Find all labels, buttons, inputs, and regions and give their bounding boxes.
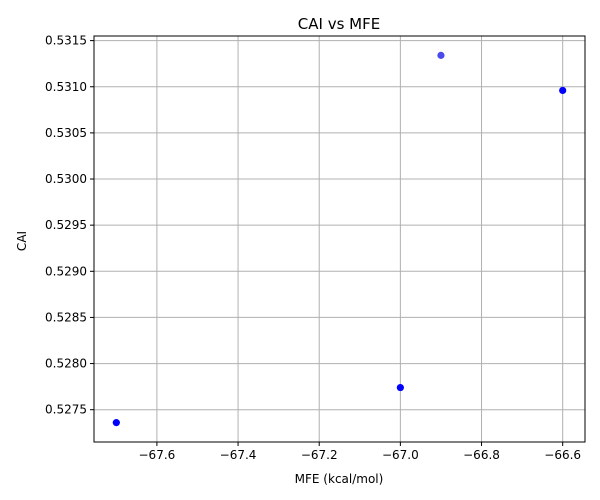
y-axis-ticks: 0.5275 0.5280 0.5285 0.5290 0.5295 0.5300 0.53… (45, 34, 94, 417)
data-point (559, 86, 567, 95)
x-axis-label: MFE (kcal/mol) (295, 472, 384, 486)
data-point (437, 51, 445, 59)
y-axis-label: CAI (15, 231, 29, 251)
y-tick-label: 0.5295 (45, 218, 87, 232)
y-tick-label: 0.5285 (45, 310, 87, 324)
x-tick-label: −67.4 (220, 448, 257, 462)
x-tick-label: −67.0 (382, 448, 419, 462)
y-tick-label: 0.5280 (45, 357, 87, 371)
x-tick-label: −67.2 (301, 448, 338, 462)
x-tick-label: −67.6 (139, 448, 176, 462)
y-tick-label: 0.5300 (45, 172, 87, 186)
data-point (112, 419, 120, 427)
grid-lines (94, 36, 585, 442)
data-point (396, 383, 404, 392)
plot-frame (93, 35, 586, 443)
x-tick-label: −66.6 (544, 448, 581, 462)
data-points (112, 51, 567, 427)
y-tick-label: 0.5315 (45, 34, 87, 48)
x-tick-label: −66.8 (463, 448, 500, 462)
chart-title: CAI vs MFE (298, 15, 380, 33)
y-tick-label: 0.5290 (45, 264, 87, 278)
y-tick-label: 0.5305 (45, 126, 87, 140)
y-tick-label: 0.5310 (45, 80, 87, 94)
x-axis-ticks: −67.6 −67.4 −67.2 −67.0 −66.8 −66.6 (139, 442, 581, 462)
y-tick-label: 0.5275 (45, 403, 87, 417)
